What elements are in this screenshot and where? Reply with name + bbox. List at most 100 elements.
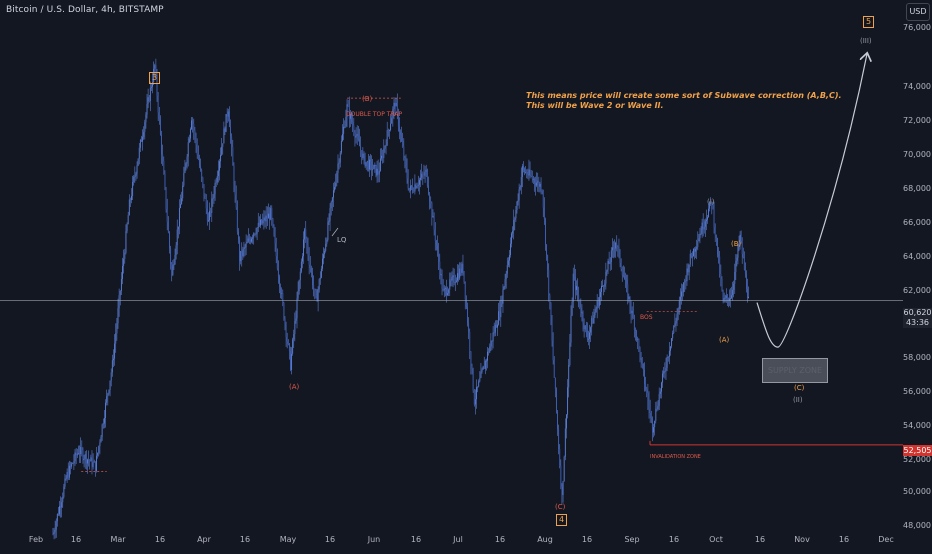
candle-body <box>636 330 638 340</box>
candle-body <box>214 183 216 195</box>
candle-body <box>322 258 323 269</box>
candlestick <box>234 180 236 203</box>
price-axis-label: 50,000 <box>903 487 931 496</box>
candlestick <box>176 219 178 255</box>
candle-body <box>316 297 318 302</box>
candlestick <box>648 391 650 419</box>
candlestick <box>232 139 234 166</box>
candle-body <box>182 185 184 199</box>
candle-body <box>637 339 639 340</box>
candle-body <box>233 165 235 187</box>
candle-body <box>362 153 364 159</box>
candle-body <box>566 414 567 429</box>
candle-body <box>314 288 316 291</box>
candle-body <box>700 233 702 235</box>
candlestick <box>189 127 191 142</box>
candle-body <box>137 158 139 166</box>
candle-body <box>562 481 564 496</box>
candle-body <box>694 248 696 252</box>
candlestick <box>572 267 574 309</box>
candle-body <box>377 168 379 175</box>
candlestick <box>593 308 595 324</box>
candle-body <box>255 233 257 235</box>
candle-body <box>611 247 613 251</box>
price-axis-label: 72,000 <box>903 116 931 125</box>
candlestick <box>579 299 581 310</box>
candlestick <box>433 212 435 236</box>
candle-body <box>634 330 636 331</box>
candle-body <box>343 126 345 134</box>
time-axis-label: 16 <box>494 535 506 544</box>
candlestick <box>273 224 275 237</box>
candlestick <box>740 230 742 244</box>
candlestick <box>299 268 301 289</box>
candlestick <box>533 177 535 192</box>
candlestick <box>164 170 166 191</box>
candle-body <box>582 312 584 324</box>
candle-body <box>239 239 241 262</box>
candle-body <box>474 399 476 405</box>
candlestick <box>442 279 444 292</box>
candlestick <box>257 212 259 233</box>
candle-body <box>331 197 333 202</box>
candle-body <box>502 289 504 304</box>
candlestick <box>503 286 505 291</box>
candlestick <box>617 245 619 257</box>
candlestick <box>81 440 83 457</box>
candlestick <box>582 310 584 332</box>
candle-body <box>442 288 444 291</box>
time-axis-label: Mar <box>110 535 126 544</box>
candle-body <box>414 184 416 192</box>
candle-body <box>463 271 465 282</box>
candlestick <box>223 121 225 144</box>
candle-body <box>444 287 446 289</box>
candlestick <box>329 203 331 232</box>
candle-body <box>147 97 149 104</box>
candlestick <box>101 423 103 441</box>
candlestick <box>527 168 529 179</box>
candle-body <box>373 164 375 169</box>
candlestick <box>685 275 687 290</box>
candlestick <box>538 176 540 193</box>
candlestick <box>440 268 442 285</box>
candle-body <box>345 116 347 127</box>
currency-button[interactable]: USD <box>906 3 930 21</box>
candlestick <box>659 388 661 399</box>
candle-body <box>202 177 204 185</box>
candlestick <box>400 129 401 143</box>
candle-body <box>340 140 342 153</box>
candlestick <box>745 270 747 293</box>
candlestick <box>576 280 577 296</box>
candlestick <box>184 159 186 174</box>
candlestick <box>465 295 467 310</box>
candlestick <box>97 452 99 459</box>
candle-body <box>308 255 310 265</box>
candlestick <box>472 367 474 393</box>
candle-body <box>465 299 467 307</box>
candlestick <box>608 251 610 265</box>
candlestick <box>280 283 282 299</box>
candle-body <box>320 268 322 278</box>
candle-body <box>388 129 390 131</box>
candle-body <box>405 158 407 168</box>
candlestick <box>516 200 518 214</box>
candle-body <box>720 273 722 279</box>
candlestick <box>118 288 120 317</box>
candle-body <box>664 370 666 372</box>
candlestick <box>702 213 704 237</box>
candle-body <box>98 446 100 453</box>
candle-body <box>224 128 226 132</box>
candle-body <box>470 351 472 366</box>
candle-body <box>92 462 94 468</box>
candlestick <box>396 93 398 120</box>
candle-body <box>333 190 334 198</box>
candle-body <box>275 243 277 257</box>
candle-body <box>532 178 534 180</box>
candle-body <box>123 258 125 266</box>
candlestick <box>201 168 203 183</box>
candle-body <box>494 324 496 333</box>
candle-body <box>423 174 425 176</box>
candle-body <box>735 260 737 272</box>
